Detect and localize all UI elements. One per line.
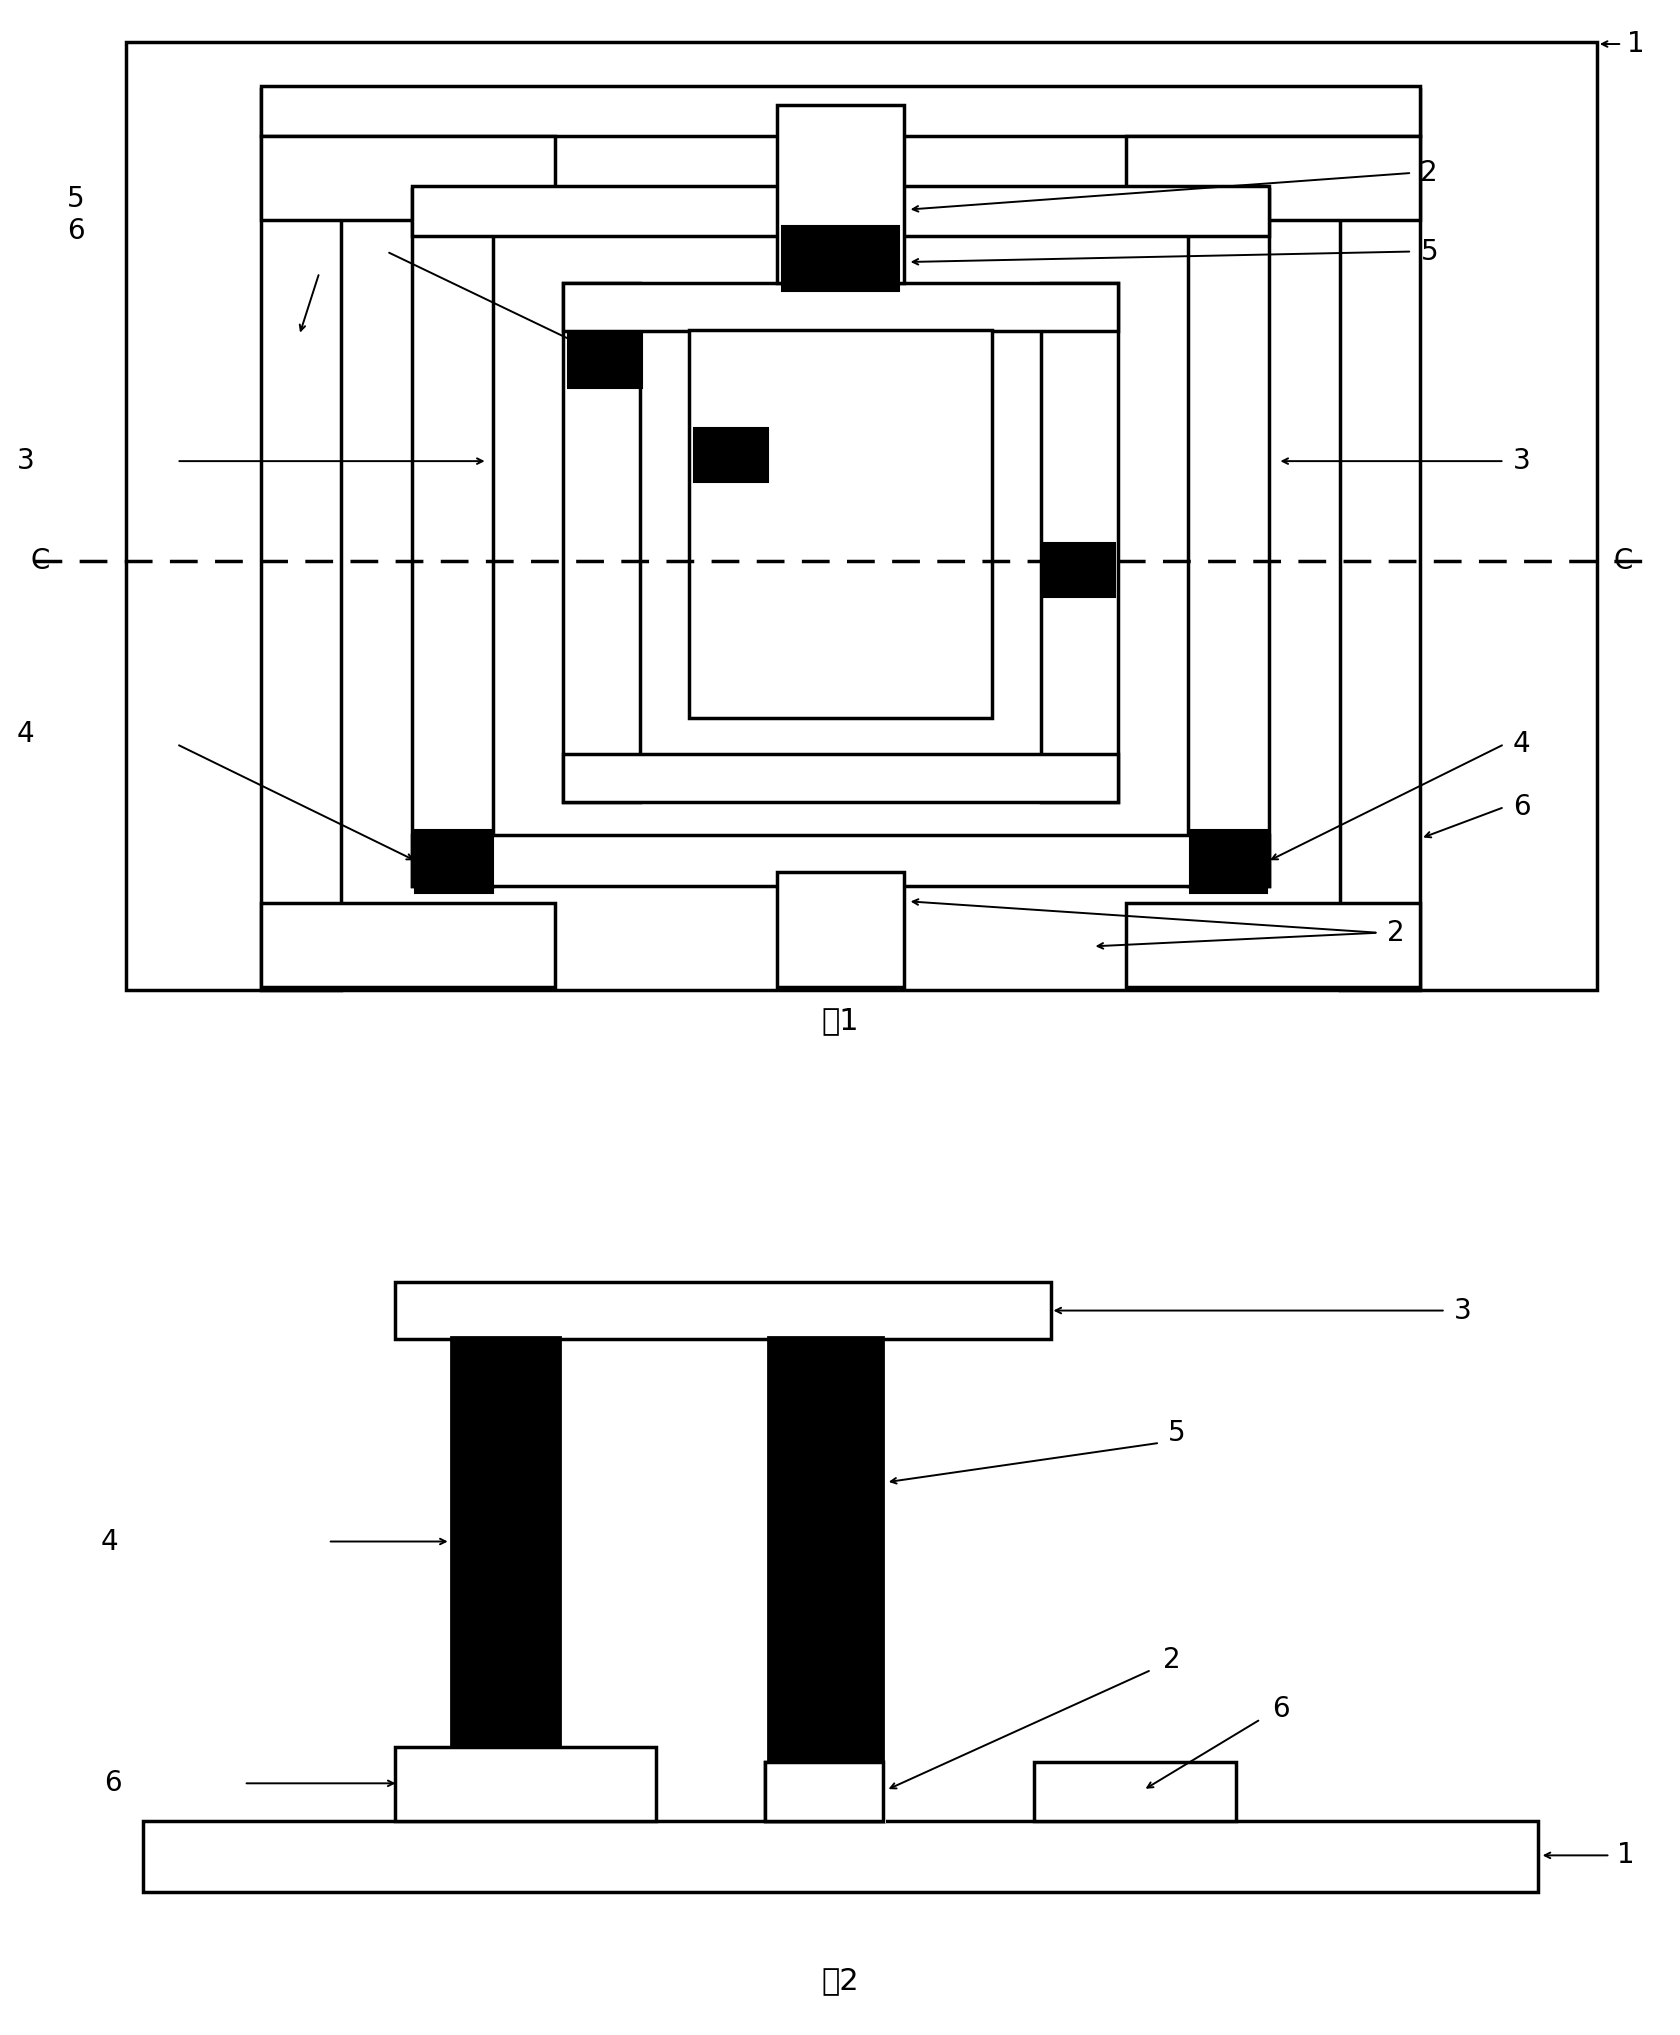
Bar (1188, 189, 1268, 885)
Text: 图1: 图1 (822, 1007, 858, 1036)
Bar (260, 85, 1420, 136)
Bar (776, 871, 904, 987)
Bar (694, 427, 768, 482)
Bar (126, 43, 1596, 991)
Bar (412, 834, 1268, 885)
Bar (1033, 1762, 1235, 1821)
Bar (563, 283, 640, 802)
Bar (260, 904, 554, 987)
Text: 3: 3 (17, 448, 35, 474)
Text: 4: 4 (1512, 731, 1529, 759)
Text: 6: 6 (1512, 794, 1529, 820)
Text: 6: 6 (104, 1768, 121, 1797)
Text: 6: 6 (67, 216, 84, 244)
Text: 5: 5 (1168, 1418, 1184, 1447)
Bar (260, 90, 341, 991)
Text: 4: 4 (17, 720, 34, 747)
Bar (781, 226, 899, 291)
Text: 4: 4 (101, 1528, 118, 1555)
Bar (768, 1337, 882, 1762)
Text: 3: 3 (1512, 448, 1530, 474)
Bar (415, 830, 492, 893)
Text: C: C (1613, 547, 1633, 574)
Bar (143, 1821, 1537, 1893)
Bar (764, 1760, 885, 1823)
Text: 2: 2 (1163, 1646, 1179, 1675)
Bar (563, 753, 1117, 802)
Text: 1: 1 (1616, 1842, 1633, 1870)
Bar (1339, 90, 1420, 991)
Text: 5: 5 (1420, 238, 1436, 265)
Text: 图2: 图2 (822, 1966, 858, 1996)
Bar (412, 185, 1268, 236)
Bar (689, 330, 991, 718)
Bar (563, 283, 1117, 332)
Text: 6: 6 (1272, 1695, 1289, 1724)
Bar (1189, 830, 1267, 893)
Text: 2: 2 (1386, 918, 1403, 946)
Bar (776, 104, 904, 283)
Bar (1040, 283, 1117, 802)
Text: 1: 1 (1626, 31, 1643, 59)
Text: 2: 2 (1420, 159, 1436, 187)
Bar (450, 1337, 559, 1746)
Text: 5: 5 (67, 185, 84, 214)
Bar (764, 1762, 882, 1821)
Bar (395, 1746, 655, 1821)
Bar (1126, 136, 1420, 220)
Text: C: C (30, 547, 50, 574)
Bar (1126, 904, 1420, 987)
Bar (568, 334, 642, 389)
Bar (764, 1762, 882, 1821)
Bar (412, 189, 492, 885)
Text: 3: 3 (1453, 1296, 1472, 1325)
Bar (260, 136, 554, 220)
Bar (1043, 543, 1114, 598)
Bar (395, 1282, 1050, 1339)
